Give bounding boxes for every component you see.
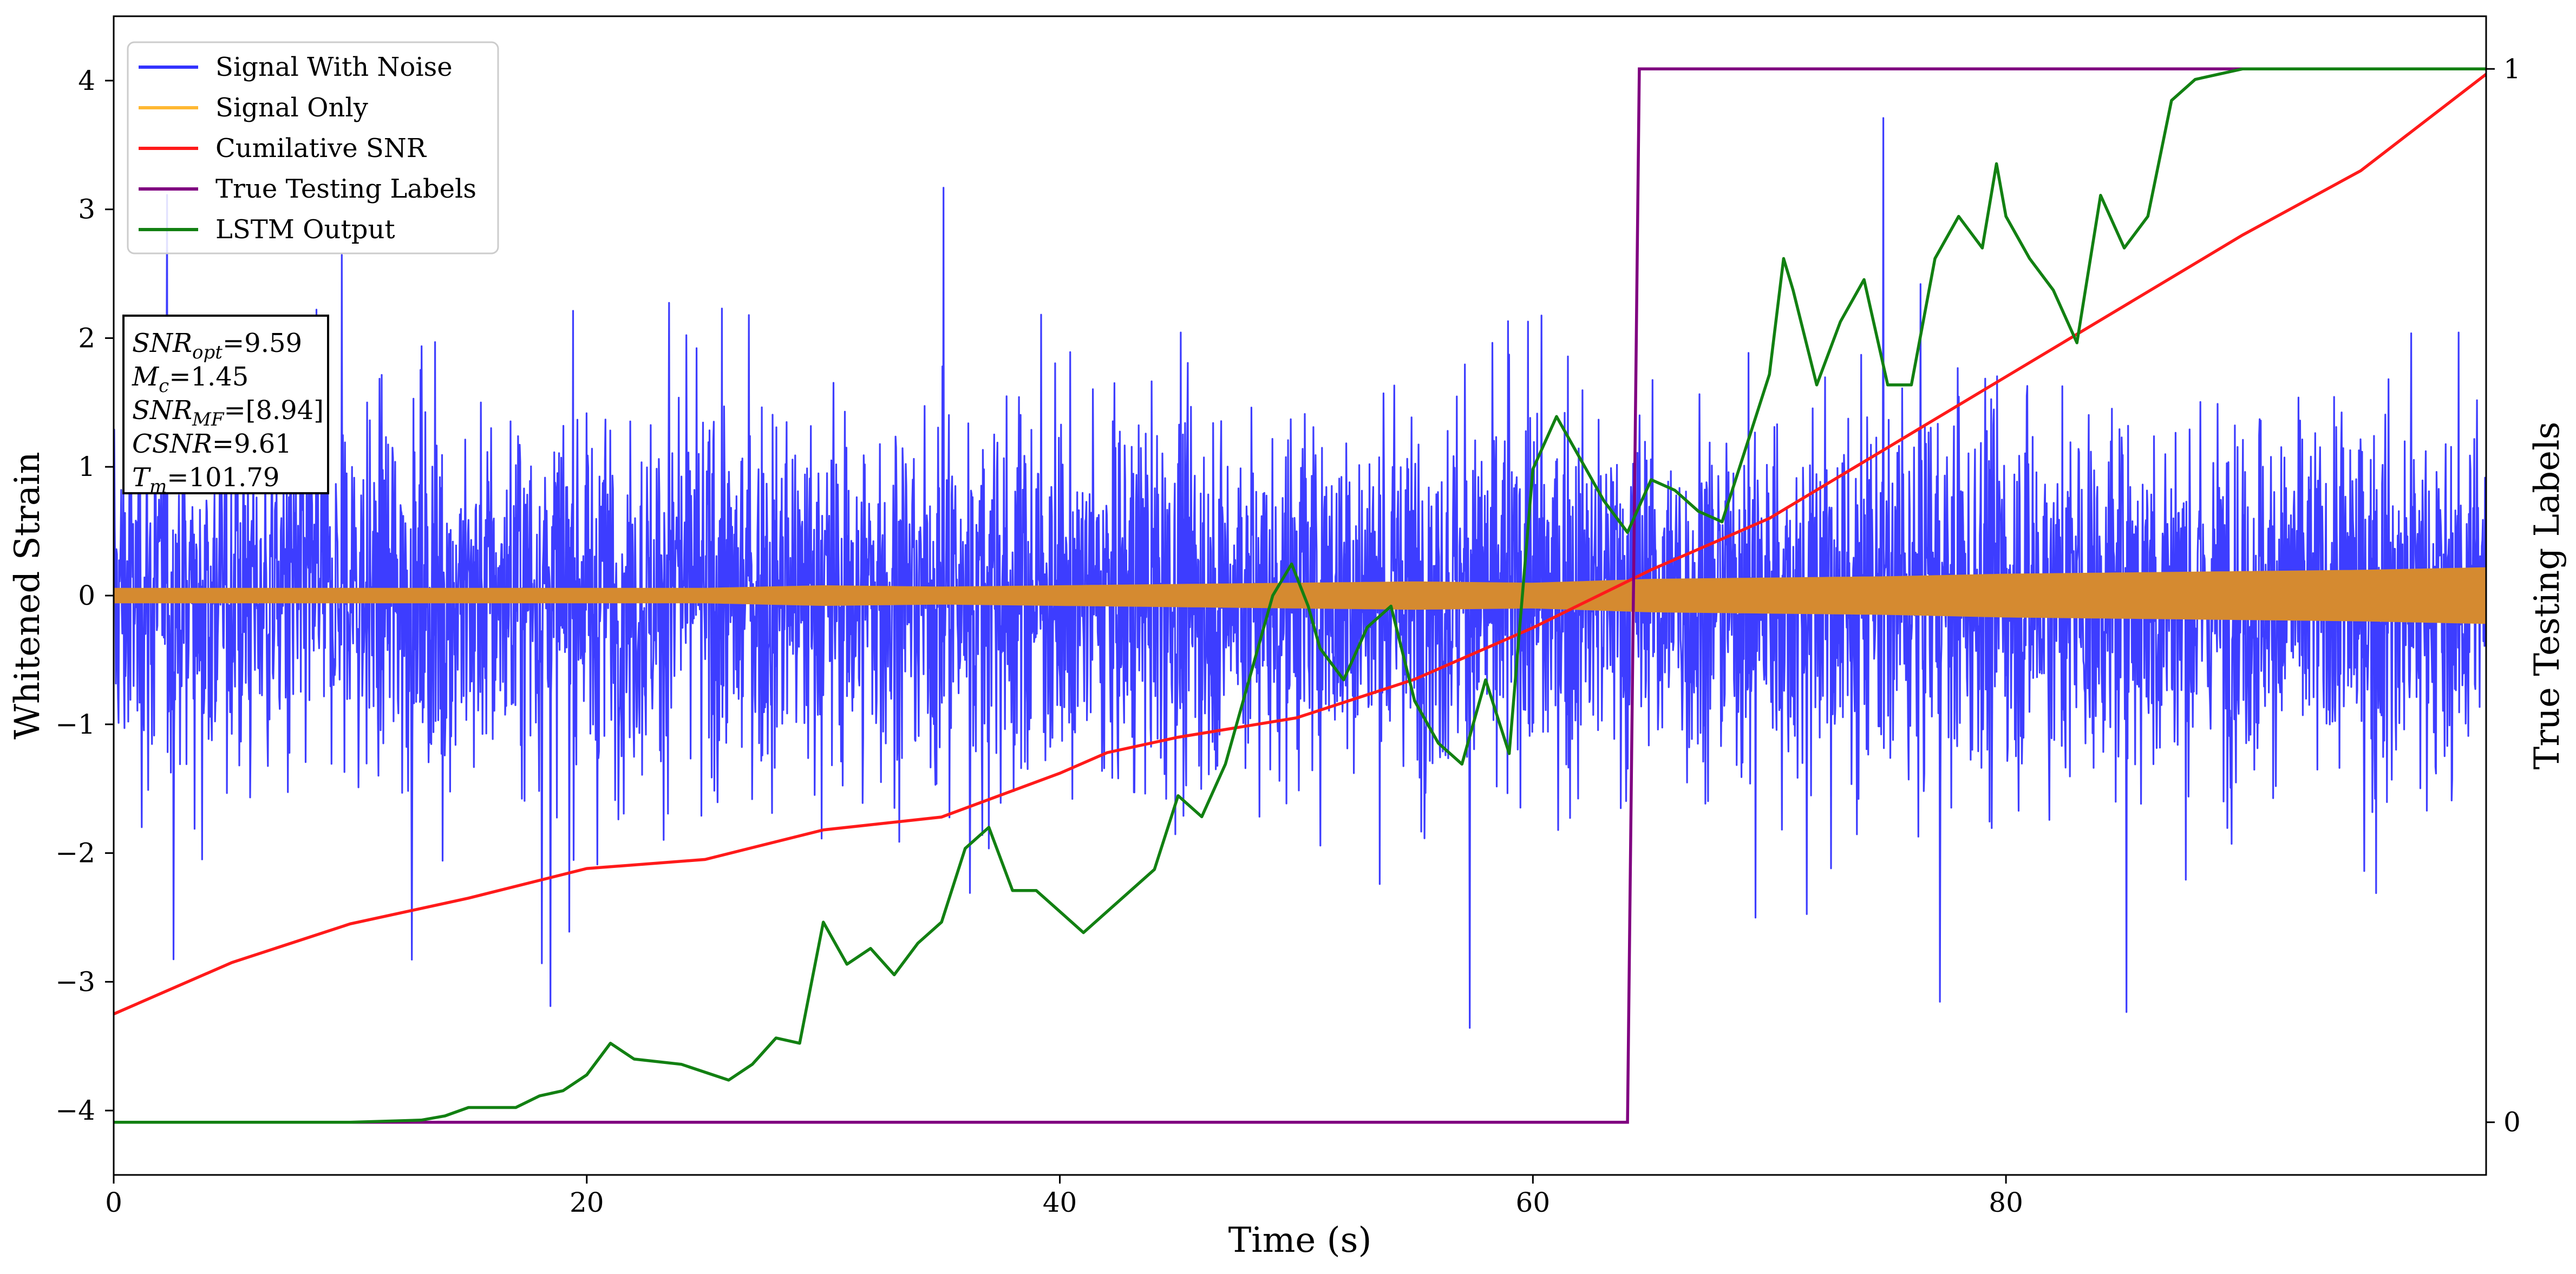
info-box-frame: [122, 315, 329, 494]
legend-label: True Testing Labels: [215, 174, 476, 204]
y-axis-left: −4 −3 −2 −1 0 1 2 3 4: [55, 65, 114, 1126]
legend-label: Signal With Noise: [215, 52, 453, 82]
info-box: SNRopt=9.59Mc=1.45SNRMF=[8.94]CSNR=9.61T…: [122, 315, 329, 498]
legend-label: LSTM Output: [215, 214, 395, 245]
x-tick-label: 80: [1989, 1187, 2023, 1218]
y-tick-label: 3: [78, 194, 95, 225]
y-tick-label: −2: [55, 838, 95, 869]
y-axis-right: 01: [2486, 53, 2521, 1138]
x-tick-label: 20: [570, 1187, 604, 1218]
lstm-output-line: [114, 67, 2486, 1124]
y-tick-label: 0: [78, 580, 95, 611]
x-tick-label: 60: [1516, 1187, 1551, 1218]
legend-frame: [127, 41, 499, 254]
y-right-tick-label: 1: [2503, 53, 2521, 84]
info-box-row: CSNR=9.61: [132, 429, 292, 459]
y-right-tick-label: 0: [2503, 1107, 2521, 1138]
legend: Signal With Noise Signal Only Cumilative S…: [127, 41, 499, 254]
y-tick-label: −1: [55, 709, 95, 740]
x-axis: 0 20 40 60 80: [105, 1175, 2023, 1218]
y-tick-label: 2: [78, 322, 95, 354]
legend-label: Cumilative SNR: [215, 133, 427, 164]
y-tick-label: 4: [78, 65, 95, 96]
series-layer: [114, 67, 2486, 1124]
y-tick-label: −3: [55, 966, 95, 997]
x-tick-label: 40: [1043, 1187, 1077, 1218]
info-box-row: Tm=101.79: [132, 462, 279, 498]
legend-label: Signal Only: [215, 93, 368, 123]
y-axis-title-right: True Testing Labels: [2527, 422, 2567, 770]
y-tick-label: 1: [78, 451, 95, 482]
true-testing-labels-line: [114, 67, 2486, 1124]
y-tick-label: −4: [55, 1095, 95, 1126]
y-axis-title-left: Whitened Strain: [8, 452, 48, 739]
x-tick-label: 0: [105, 1187, 122, 1218]
info-box-row: SNRMF=[8.94]: [132, 395, 324, 430]
info-box-row: Mc=1.45: [132, 362, 249, 397]
signal-only-band: [114, 567, 2486, 624]
info-box-row: SNRopt=9.59: [132, 328, 302, 363]
x-axis-title: Time (s): [1228, 1220, 1372, 1260]
